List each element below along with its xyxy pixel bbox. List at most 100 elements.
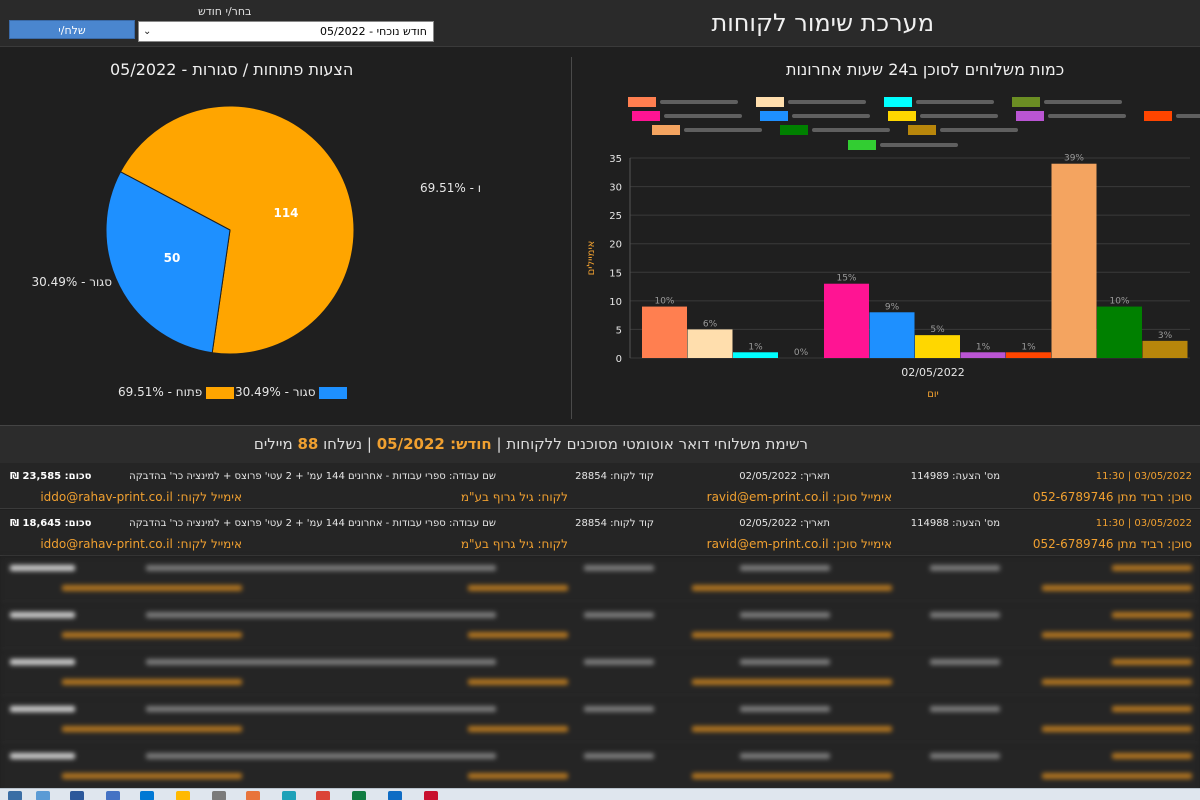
bar-legend-blurred-label bbox=[660, 100, 738, 104]
taskbar-app-icon[interactable] bbox=[352, 791, 366, 800]
taskbar-app-icon[interactable] bbox=[176, 791, 190, 800]
bar-data-label: 39% bbox=[1064, 154, 1084, 164]
bar-legend-swatch bbox=[756, 97, 784, 107]
month-select[interactable]: חודש נוכחי - 05/2022 ⌄ bbox=[138, 21, 434, 42]
bar-y-tick-label: 10 bbox=[609, 297, 622, 308]
legend-swatch-open bbox=[206, 386, 235, 399]
bar-legend-blurred-label bbox=[664, 114, 742, 118]
bar-data-label: 9% bbox=[885, 302, 900, 312]
bar[interactable] bbox=[1097, 306, 1142, 358]
taskbar-app-icon[interactable] bbox=[36, 791, 50, 800]
blurred-text bbox=[692, 585, 892, 591]
bar[interactable] bbox=[1142, 340, 1188, 358]
blurred-text bbox=[584, 565, 654, 571]
bar-legend-blurred-label bbox=[1044, 100, 1122, 104]
month-select-value: חודש נוכחי - 05/2022 bbox=[319, 25, 427, 38]
blurred-text bbox=[1112, 706, 1192, 712]
row-agent-email: אימייל סוכן: ravid@em-print.co.il bbox=[706, 537, 892, 551]
list-header-bar bbox=[0, 425, 1200, 463]
taskbar-app-icon[interactable] bbox=[106, 791, 120, 800]
mail-row-blurred bbox=[0, 604, 1200, 650]
mail-row-blurred bbox=[0, 651, 1200, 697]
taskbar-app-icon[interactable] bbox=[388, 791, 402, 800]
page-title: מערכת שימור לקוחות bbox=[711, 9, 934, 37]
bar[interactable] bbox=[1051, 163, 1097, 358]
pie-slice-closed[interactable] bbox=[105, 171, 231, 354]
bar[interactable] bbox=[915, 335, 960, 358]
taskbar-app-icon[interactable] bbox=[424, 791, 438, 800]
blurred-text bbox=[584, 753, 654, 759]
pie-legend-open: פתוח - 69.51% bbox=[118, 385, 235, 399]
blurred-text bbox=[10, 706, 75, 712]
send-button[interactable]: שלח/י bbox=[9, 20, 135, 39]
blurred-text bbox=[692, 773, 892, 779]
bar[interactable] bbox=[824, 283, 869, 358]
bar-legend-blurred-label bbox=[940, 128, 1018, 132]
blurred-text bbox=[740, 565, 830, 571]
bar-legend-swatch bbox=[760, 111, 788, 121]
row-offer-date: תאריך: 02/05/2022 bbox=[739, 471, 830, 482]
row-job-name: שם עבודה: ספרי עבודות - אחרונים 144 עמ' … bbox=[129, 471, 496, 482]
mail-row-blurred bbox=[0, 557, 1200, 603]
taskbar-app-icon[interactable] bbox=[70, 791, 84, 800]
blurred-text bbox=[146, 659, 496, 665]
taskbar-app-icon[interactable] bbox=[282, 791, 296, 800]
blurred-text bbox=[468, 632, 568, 638]
blurred-text bbox=[930, 612, 1000, 618]
bar-legend-swatch bbox=[908, 125, 936, 135]
row-offer-date: תאריך: 02/05/2022 bbox=[739, 518, 830, 529]
bar-data-label: 3% bbox=[1158, 331, 1173, 341]
blurred-text bbox=[468, 773, 568, 779]
pie-value-closed: 50 bbox=[164, 251, 181, 265]
bar-data-label: 1% bbox=[1021, 342, 1036, 352]
blurred-text bbox=[1112, 565, 1192, 571]
chrome-icon[interactable] bbox=[316, 791, 330, 800]
bar[interactable] bbox=[642, 306, 687, 358]
row-offer-number: מס' הצעה: 114988 bbox=[910, 518, 1000, 529]
bar-legend-blurred-label bbox=[1176, 114, 1200, 118]
blurred-text bbox=[146, 753, 496, 759]
bar-data-label: 1% bbox=[976, 342, 991, 352]
pie-slice-open[interactable] bbox=[119, 105, 355, 355]
bar-legend-swatch bbox=[848, 140, 876, 150]
windows-start-icon[interactable] bbox=[8, 791, 22, 800]
blurred-text bbox=[1042, 585, 1192, 591]
blurred-text bbox=[692, 632, 892, 638]
bar-chart: 0 5 10 15 20 25 30 35 10% 6% 1% 0% 15% 9% 5% 1% 1% 39% 10… bbox=[586, 97, 1200, 400]
bar-data-label: 10% bbox=[654, 297, 674, 307]
bar[interactable] bbox=[1006, 352, 1051, 358]
pie-legend-open-label: פתוח - 69.51% bbox=[118, 385, 203, 399]
blurred-text bbox=[10, 659, 75, 665]
bar[interactable] bbox=[869, 312, 915, 358]
row-agent: סוכן: רביד מתן 052-6789746 bbox=[1032, 537, 1192, 551]
bar-x-axis-label: יום bbox=[927, 389, 939, 400]
bar-legend-blurred-label bbox=[880, 143, 958, 147]
bar-y-tick-label: 35 bbox=[609, 154, 622, 165]
mail-row[interactable]: 03/05/2022 | 11:30 סוכן: רביד מתן 052-67… bbox=[0, 463, 1200, 509]
blurred-text bbox=[62, 632, 242, 638]
pie-legend-closed-label: סגור - 30.49% bbox=[235, 385, 316, 399]
blurred-text bbox=[10, 612, 75, 618]
blurred-text bbox=[1112, 659, 1192, 665]
blurred-text bbox=[930, 565, 1000, 571]
mail-row-blurred bbox=[0, 745, 1200, 791]
bar[interactable] bbox=[733, 352, 778, 358]
mail-row[interactable]: 03/05/2022 | 11:30 סוכן: רביד מתן 052-67… bbox=[0, 510, 1200, 556]
blurred-text bbox=[1112, 753, 1192, 759]
bar-legend-swatch bbox=[780, 125, 808, 135]
blurred-text bbox=[1042, 773, 1192, 779]
bar-legend-swatch bbox=[888, 111, 916, 121]
bar-legend-swatch bbox=[1012, 97, 1040, 107]
bar[interactable] bbox=[960, 352, 1006, 358]
blurred-text bbox=[10, 753, 75, 759]
bar-legend-swatch bbox=[884, 97, 912, 107]
bar-data-label: 5% bbox=[930, 325, 945, 335]
blurred-text bbox=[740, 612, 830, 618]
blurred-text bbox=[930, 706, 1000, 712]
blurred-text bbox=[146, 565, 496, 571]
bar[interactable] bbox=[687, 329, 733, 358]
taskbar-app-icon[interactable] bbox=[246, 791, 260, 800]
taskbar-app-icon[interactable] bbox=[212, 791, 226, 800]
blurred-text bbox=[62, 773, 242, 779]
taskbar-app-icon[interactable] bbox=[140, 791, 154, 800]
